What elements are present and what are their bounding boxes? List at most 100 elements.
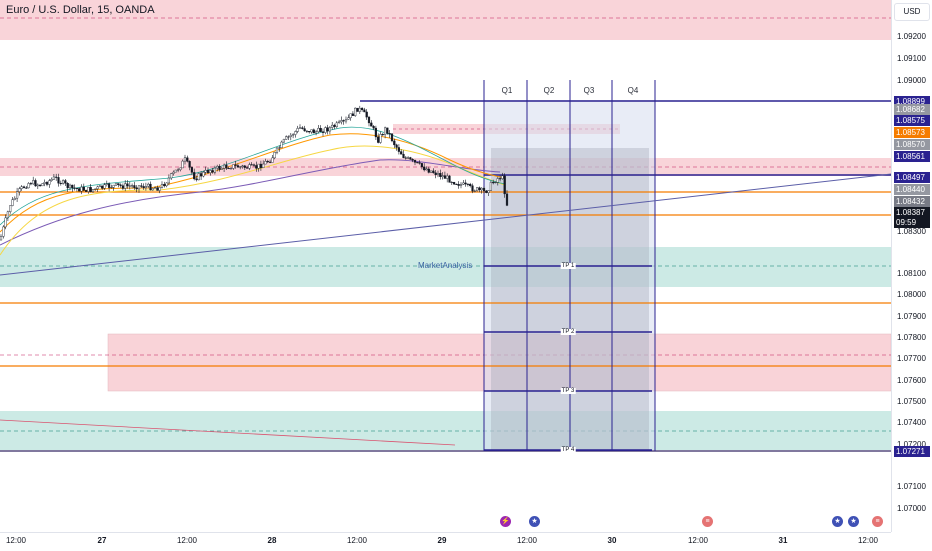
candle-body — [245, 167, 249, 169]
candle-body — [423, 166, 426, 171]
candle-body — [457, 184, 460, 186]
candle-body — [236, 165, 239, 168]
candle-body — [464, 182, 467, 185]
candle-body — [153, 187, 157, 189]
ema-teal — [0, 126, 506, 226]
us-flag-icon[interactable]: ≡ — [702, 516, 713, 527]
candle-body — [112, 184, 115, 188]
candle-body — [195, 178, 198, 181]
candle-body — [80, 186, 83, 192]
candle-body — [496, 178, 499, 183]
candle-body — [501, 175, 504, 179]
candle-body — [165, 182, 168, 187]
candle-body — [503, 175, 506, 195]
support-zone-1 — [0, 247, 891, 287]
countdown-tag: 09:59 — [894, 217, 930, 228]
candle-body — [257, 163, 260, 169]
candle-body — [204, 170, 207, 173]
candle-body — [156, 187, 159, 191]
candle-body — [163, 184, 166, 187]
candle-body — [349, 113, 352, 119]
candle-body — [160, 184, 164, 188]
candle-body — [361, 107, 364, 111]
candle-body — [324, 127, 327, 133]
candle-body — [119, 184, 122, 186]
candle-body — [262, 163, 265, 169]
candle-body — [64, 180, 67, 184]
tp4-label: TP 4 — [560, 447, 576, 453]
candle-body — [402, 153, 405, 158]
candle-body — [29, 183, 32, 185]
candle-body — [292, 134, 295, 136]
candle-body — [344, 119, 348, 122]
candle-body — [453, 182, 456, 185]
candle-body — [450, 182, 453, 184]
candle-body — [499, 178, 502, 180]
price-axis[interactable] — [891, 0, 932, 532]
candle-body — [381, 134, 384, 136]
eu-flag-icon[interactable]: ★ — [848, 516, 859, 527]
ma-purple — [0, 159, 501, 246]
currency-button[interactable]: USD — [894, 3, 930, 21]
y-tick: 1.07000 — [897, 504, 926, 513]
tp2-label: TP 2 — [560, 329, 576, 335]
x-tick: 27 — [97, 536, 107, 545]
us-flag-icon[interactable]: ≡ — [872, 516, 883, 527]
candle-body — [319, 127, 322, 132]
candle-body — [335, 122, 338, 127]
x-tick: 12:00 — [176, 536, 198, 545]
candle-body — [372, 126, 375, 129]
candle-body — [9, 205, 12, 213]
candle-body — [57, 177, 60, 184]
candle-body — [0, 236, 3, 241]
candle-body — [448, 175, 451, 183]
price-tag: 1.08561 — [894, 151, 930, 162]
candle-body — [317, 127, 320, 132]
x-tick: 12:00 — [5, 536, 27, 545]
candle-body — [434, 172, 437, 175]
candle-body — [367, 116, 371, 124]
candle-body — [241, 165, 244, 167]
candle-body — [298, 127, 302, 129]
candle-body — [441, 175, 444, 177]
candle-body — [39, 184, 42, 187]
candle-body — [11, 199, 14, 206]
candle-body — [494, 182, 497, 184]
time-axis[interactable] — [0, 532, 891, 551]
candle-body — [220, 168, 223, 170]
candle-body — [158, 187, 161, 191]
price-tag: 1.08497 — [894, 172, 930, 183]
candle-body — [55, 176, 58, 178]
candle-body — [252, 164, 256, 166]
candle-body — [351, 113, 354, 116]
x-tick: 12:00 — [857, 536, 879, 545]
candle-body — [400, 151, 403, 155]
candle-body — [82, 186, 85, 191]
candle-body — [432, 170, 435, 174]
candle-body — [101, 185, 104, 189]
candle-body — [96, 186, 99, 190]
y-tick: 1.08100 — [897, 269, 926, 278]
candle-body — [110, 187, 113, 189]
candle-body — [13, 197, 16, 200]
candle-body — [18, 188, 21, 192]
candle-body — [16, 191, 19, 199]
candle-body — [505, 193, 509, 206]
eu-flag-icon[interactable]: ★ — [832, 516, 843, 527]
candle-body — [66, 183, 69, 189]
lightning-event-icon[interactable]: ⚡ — [500, 516, 511, 527]
candle-body — [303, 128, 306, 132]
candle-body — [255, 165, 258, 169]
eu-flag-icon[interactable]: ★ — [529, 516, 540, 527]
candle-body — [149, 183, 152, 191]
price-tag: 1.08440 — [894, 184, 930, 195]
candle-body — [462, 182, 465, 185]
candle-body — [459, 184, 463, 186]
candle-body — [234, 164, 237, 166]
candle-body — [439, 173, 442, 177]
candle-body — [480, 187, 483, 191]
candle-body — [22, 186, 26, 189]
candle-body — [124, 183, 127, 189]
candle-body — [137, 185, 141, 190]
